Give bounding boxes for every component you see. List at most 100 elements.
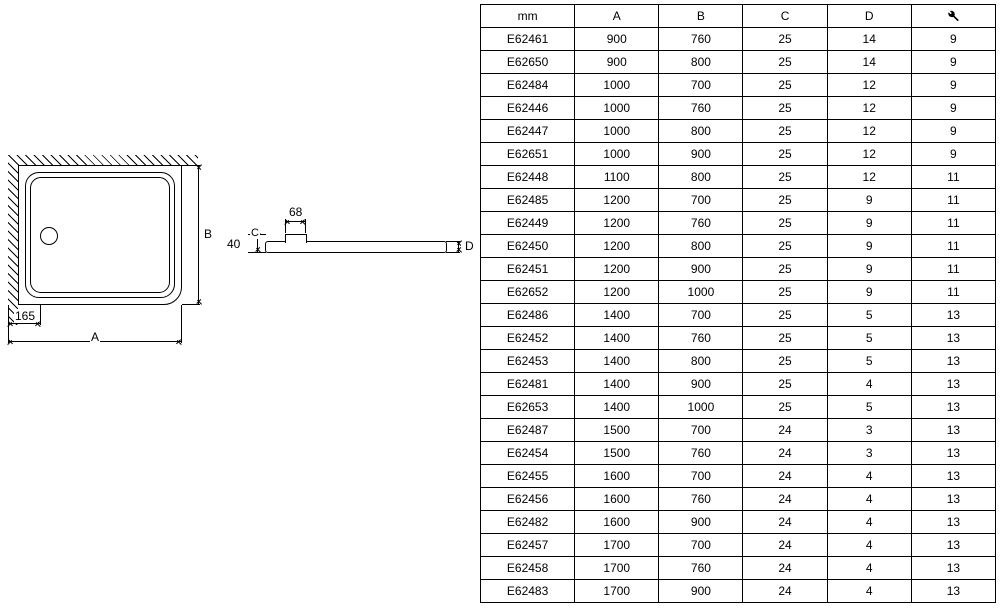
side-view: 68 40 C D	[250, 227, 450, 267]
table-cell: 1700	[575, 557, 659, 580]
table-row: E6246190076025149	[481, 28, 996, 51]
table-cell: E62446	[481, 97, 575, 120]
table-row: E62457170070024413	[481, 534, 996, 557]
table-cell: 24	[743, 488, 827, 511]
table-cell: 24	[743, 557, 827, 580]
drain-hole	[40, 227, 58, 245]
table-cell: 25	[743, 396, 827, 419]
table-cell: 900	[659, 511, 743, 534]
dim-68-label: 68	[288, 205, 303, 219]
table-cell: 1500	[575, 419, 659, 442]
table-cell: 700	[659, 189, 743, 212]
side-lip	[285, 234, 307, 243]
table-cell: 25	[743, 258, 827, 281]
col-header-C: C	[743, 5, 827, 28]
dimensions-table: mmABCD E6246190076025149E626509008002514…	[480, 4, 996, 603]
dim-A-label: A	[90, 330, 100, 344]
table-cell: 1400	[575, 350, 659, 373]
table-cell: 4	[827, 488, 911, 511]
col-header-B: B	[659, 5, 743, 28]
table-row: E62452140076025513	[481, 327, 996, 350]
table-cell: 13	[911, 396, 995, 419]
dim-C-label: C	[250, 227, 260, 239]
table-cell: 13	[911, 327, 995, 350]
table-cell: 1200	[575, 189, 659, 212]
table-cell: 25	[743, 189, 827, 212]
table-cell: 9	[827, 281, 911, 304]
table-cell: 700	[659, 74, 743, 97]
table-cell: E62458	[481, 557, 575, 580]
table-cell: 1400	[575, 327, 659, 350]
table-cell: 9	[827, 212, 911, 235]
table-cell: 24	[743, 511, 827, 534]
table-cell: 24	[743, 580, 827, 603]
table-cell: 25	[743, 120, 827, 143]
table-cell: 5	[827, 327, 911, 350]
table-cell: 25	[743, 235, 827, 258]
table-cell: E62650	[481, 51, 575, 74]
table-row: E626531400100025513	[481, 396, 996, 419]
technical-diagram: 165 A B 68 40 C D	[0, 155, 470, 375]
table-cell: E62451	[481, 258, 575, 281]
dim-165-label: 165	[14, 309, 36, 323]
table-cell: E62653	[481, 396, 575, 419]
table-cell: E62449	[481, 212, 575, 235]
table-cell: E62481	[481, 373, 575, 396]
table-cell: 1400	[575, 373, 659, 396]
table-row: E62449120076025911	[481, 212, 996, 235]
table-cell: 4	[827, 534, 911, 557]
table-cell: 760	[659, 488, 743, 511]
table-cell: 9	[827, 235, 911, 258]
table-cell: 1500	[575, 442, 659, 465]
dim-68	[285, 221, 305, 222]
table-cell: 11	[911, 235, 995, 258]
table-cell: 1600	[575, 465, 659, 488]
table-cell: 700	[659, 465, 743, 488]
table-cell: 1200	[575, 258, 659, 281]
table-cell: 3	[827, 442, 911, 465]
table-cell: 9	[827, 189, 911, 212]
table-cell: E62447	[481, 120, 575, 143]
table-cell: 11	[911, 281, 995, 304]
table-cell: 800	[659, 166, 743, 189]
table-cell: E62485	[481, 189, 575, 212]
table-cell: 13	[911, 511, 995, 534]
table-cell: 760	[659, 28, 743, 51]
col-header-mm: mm	[481, 5, 575, 28]
table-cell: 9	[911, 28, 995, 51]
table-cell: E62450	[481, 235, 575, 258]
table-cell: 4	[827, 373, 911, 396]
table-cell: 12	[827, 97, 911, 120]
table-row: E624481100800251211	[481, 166, 996, 189]
table-row: E62485120070025911	[481, 189, 996, 212]
table-cell: 13	[911, 442, 995, 465]
table-cell: 5	[827, 304, 911, 327]
table-cell: 25	[743, 212, 827, 235]
table-cell: E62652	[481, 281, 575, 304]
table-cell: 11	[911, 189, 995, 212]
table-cell: 1400	[575, 396, 659, 419]
table-cell: 13	[911, 557, 995, 580]
table-row: E62487150070024313	[481, 419, 996, 442]
table-cell: 13	[911, 304, 995, 327]
dimensions-table-wrap: mmABCD E6246190076025149E626509008002514…	[480, 4, 996, 603]
table-cell: E62452	[481, 327, 575, 350]
table-cell: E62483	[481, 580, 575, 603]
table-cell: 760	[659, 442, 743, 465]
table-row: E62453140080025513	[481, 350, 996, 373]
table-cell: 9	[911, 120, 995, 143]
table-cell: 9	[911, 51, 995, 74]
table-cell: 1000	[575, 74, 659, 97]
col-header-D: D	[827, 5, 911, 28]
table-cell: 800	[659, 51, 743, 74]
table-cell: 9	[911, 143, 995, 166]
table-cell: 1700	[575, 580, 659, 603]
table-cell: 9	[827, 258, 911, 281]
table-row: E62486140070025513	[481, 304, 996, 327]
table-cell: 5	[827, 350, 911, 373]
table-cell: 4	[827, 511, 911, 534]
table-row: E62651100090025129	[481, 143, 996, 166]
table-cell: 13	[911, 373, 995, 396]
table-cell: E62484	[481, 74, 575, 97]
table-row: E62447100080025129	[481, 120, 996, 143]
